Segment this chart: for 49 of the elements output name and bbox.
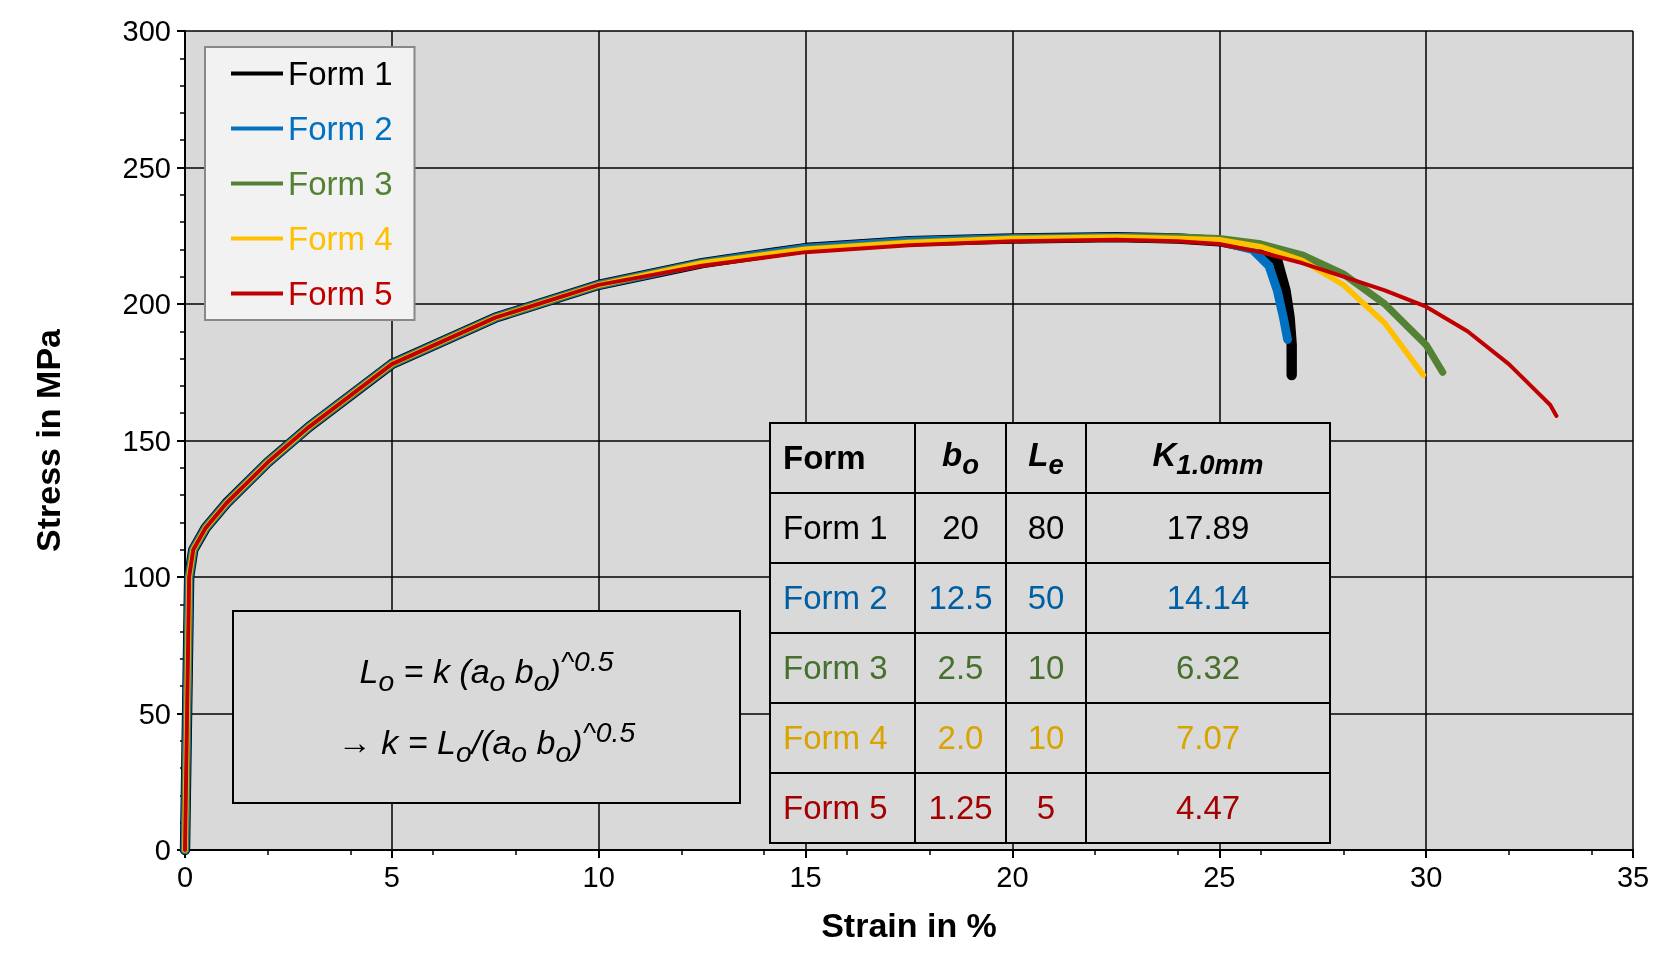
annotation: 1.25 — [915, 773, 1006, 843]
annotation: 7.07 — [1086, 703, 1330, 773]
y-tick-label: 50 — [138, 697, 171, 730]
legend-label: Form 3 — [288, 165, 393, 202]
annotation: 10 — [1006, 633, 1086, 703]
annotation: 4.47 — [1086, 773, 1330, 843]
x-tick-label: 15 — [789, 860, 822, 893]
y-tick-label: 100 — [122, 561, 171, 593]
annotation: K$_{1.0mm}$ — [1086, 423, 1330, 493]
annotation: 10 — [1006, 703, 1086, 773]
y-axis-title: Stress in MPa — [29, 327, 67, 552]
annotation: Form 2 — [770, 563, 915, 633]
annotation: 2.5 — [915, 633, 1006, 703]
annotation: 80 — [1006, 493, 1086, 563]
x-tick-label: 5 — [383, 860, 400, 893]
annotation: Form 3 — [770, 633, 915, 703]
x-tick-label: 0 — [176, 860, 194, 893]
annotation: 20 — [915, 493, 1006, 563]
x-tick-label: 30 — [1410, 860, 1443, 893]
y-tick-label: 250 — [122, 151, 171, 184]
legend-label: Form 5 — [288, 275, 393, 312]
legend-label: Form 1 — [288, 55, 393, 92]
annotation: Form — [770, 423, 915, 493]
x-axis-title: Strain in % — [821, 906, 997, 944]
legend-label: Form 2 — [288, 110, 393, 147]
annotation: 17.89 — [1086, 493, 1330, 563]
annotation: b$_{o}$ — [915, 423, 1006, 493]
x-tick-label: 25 — [1203, 860, 1236, 893]
annotation: L$_{e}$ — [1006, 423, 1086, 493]
formula-box: L$_{o}$ = k (a$_{o}$ b$_{o}$)$^{^0.5}$ → k = L$_{o}$/(a$_{o}$ b$_{o}$)$^{^0.5}$ — [232, 610, 741, 804]
x-tick-label: 35 — [1616, 860, 1650, 893]
y-tick-label: 0 — [154, 834, 171, 866]
x-tick-label: 10 — [582, 860, 615, 893]
annotation: 5 — [1006, 773, 1086, 843]
annotation: 14.14 — [1086, 563, 1330, 633]
annotation: 2.0 — [915, 703, 1006, 773]
annotation: 50 — [1006, 563, 1086, 633]
annotation: 12.5 — [915, 563, 1006, 633]
annotation: → k = L$_{o}$/(a$_{o}$ b$_{o}$)$^{^0.5}$ — [337, 716, 636, 770]
y-tick-label: 300 — [122, 15, 171, 47]
y-tick-label: 200 — [122, 288, 171, 320]
annotation: 6.32 — [1086, 633, 1330, 703]
annotation: L$_{o}$ = k (a$_{o}$ b$_{o}$)$^{^0.5}$ — [359, 644, 614, 698]
annotation: Form 5 — [770, 773, 915, 843]
y-tick-label: 150 — [122, 424, 171, 457]
annotation: Form 4 — [770, 703, 915, 773]
x-tick-label: 20 — [996, 860, 1029, 893]
annotation: Form 1 — [770, 493, 915, 563]
legend-label: Form 4 — [288, 220, 393, 257]
